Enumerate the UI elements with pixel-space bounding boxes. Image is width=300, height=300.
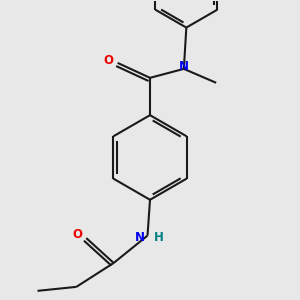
Text: N: N xyxy=(179,60,189,73)
Text: H: H xyxy=(154,231,164,244)
Text: N: N xyxy=(134,231,145,244)
Text: O: O xyxy=(72,228,82,241)
Text: O: O xyxy=(104,54,114,67)
